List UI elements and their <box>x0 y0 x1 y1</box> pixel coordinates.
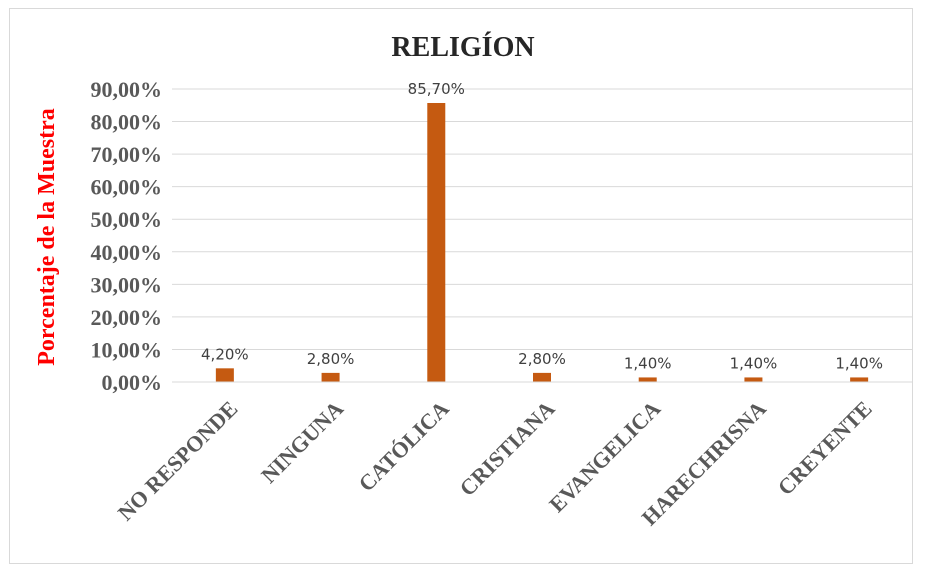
bar <box>215 368 234 382</box>
y-tick-label: 40,00% <box>91 240 163 265</box>
chart-frame <box>9 8 913 564</box>
y-tick-label: 60,00% <box>91 175 163 200</box>
data-label: 4,20% <box>201 345 249 363</box>
x-tick-label: EVANGELICA <box>544 396 665 517</box>
data-label: 1,40% <box>730 354 778 372</box>
gridlines <box>172 88 912 350</box>
chart-title: RELIGÍON <box>391 32 534 63</box>
x-tick-label: NO RESPONDE <box>113 396 243 526</box>
bar <box>427 102 446 382</box>
y-tick-label: 10,00% <box>91 337 163 362</box>
data-label: 85,70% <box>408 80 465 98</box>
bars <box>215 102 869 382</box>
y-tick-label: 50,00% <box>91 207 163 232</box>
bar <box>638 377 657 382</box>
x-tick-label: CREYENTE <box>773 396 877 500</box>
bar <box>533 372 551 382</box>
bar <box>744 377 763 382</box>
y-tick-label: 30,00% <box>91 272 163 297</box>
data-label: 1,40% <box>624 354 672 372</box>
bar <box>850 377 869 382</box>
x-tick-label: NINGUNA <box>256 396 348 488</box>
bar <box>321 372 340 382</box>
data-labels: 4,20% 2,80% 85,70% 2,80% 1,40% 1,40% 1,40% <box>201 80 883 372</box>
y-axis-label: Porcentaje de la Muestra <box>34 108 60 365</box>
data-label: 2,80% <box>307 350 355 368</box>
x-axis-ticks: NO RESPONDE NINGUNA CATÓLICA CRISTIANAEVANG… <box>113 396 877 530</box>
y-tick-label: 20,00% <box>91 305 163 330</box>
y-tick-label: 70,00% <box>91 142 163 167</box>
data-label: 2,80% <box>518 350 566 368</box>
x-tick-label: CATÓLICA <box>353 396 453 496</box>
data-label: 1,40% <box>835 354 883 372</box>
y-axis-ticks: 0,00% 10,00% 20,00% 30,00% 40,00% 50,00% 60,00… <box>91 77 163 395</box>
y-tick-label: 90,00% <box>91 77 163 102</box>
y-tick-label: 80,00% <box>91 110 163 135</box>
x-tick-label: CRISTIANA <box>455 396 560 501</box>
y-tick-label: 0,00% <box>102 370 163 395</box>
